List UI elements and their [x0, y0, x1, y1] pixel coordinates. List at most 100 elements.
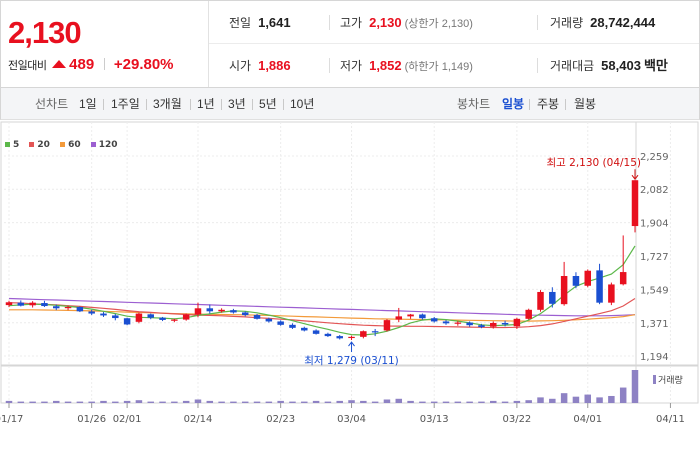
period-10y[interactable]: 10년	[290, 97, 315, 111]
stat-value: 1,852	[369, 58, 402, 73]
volume-bar	[218, 401, 225, 403]
divider	[537, 15, 538, 30]
legend-ma120: 120	[90, 140, 118, 150]
candle-body	[29, 302, 36, 306]
x-tick-label: 01/17	[0, 414, 23, 425]
candle-body	[324, 333, 332, 337]
candle-body	[88, 311, 95, 314]
divider	[283, 99, 284, 110]
candle-body	[360, 331, 367, 337]
legend-swatch	[90, 142, 96, 147]
candle-body	[194, 308, 202, 315]
quote-header: 2,130 전일대비 489 +29.80% 전일 1,641 고가 2,130 (상…	[0, 0, 700, 88]
stat-label: 시가	[229, 59, 252, 73]
low-annotation: 최저 1,279 (03/11)	[304, 355, 399, 367]
volume-bar	[206, 400, 214, 403]
candle-body	[64, 306, 72, 309]
y-tick-label: 1,549	[640, 285, 669, 296]
candle-body	[147, 314, 154, 318]
legend-ma20: 20	[29, 140, 50, 150]
legend-label: 20	[37, 140, 50, 150]
volume-bar	[478, 401, 485, 403]
candle-body	[289, 324, 296, 328]
candle-body	[407, 314, 414, 317]
volume-bar	[277, 400, 284, 403]
volume-legend: 거래량	[653, 373, 683, 386]
legend-swatch	[60, 142, 66, 147]
stat-label: 거래량	[550, 16, 584, 30]
candle-body	[430, 318, 438, 322]
ma5-line	[8, 245, 636, 336]
volume-bar	[88, 401, 95, 403]
stat-trade-value: 거래대금 58,403 백만	[550, 44, 668, 87]
candle-body	[336, 336, 343, 339]
candle-monthly[interactable]: 월봉	[574, 97, 597, 111]
stat-value: 58,403	[601, 58, 641, 73]
volume-bar	[230, 401, 237, 403]
period-1d[interactable]: 1일	[79, 97, 97, 111]
divider	[537, 58, 538, 73]
volume-bar	[336, 400, 343, 403]
candle-body	[549, 291, 556, 304]
candle-body	[123, 318, 131, 325]
stat-label: 저가	[340, 59, 363, 73]
y-tick-label: 2,259	[640, 152, 669, 163]
candle-body	[277, 321, 284, 325]
volume-bar	[64, 401, 72, 403]
candle-body	[265, 318, 273, 322]
candle-body	[348, 336, 355, 339]
stat-value: 1,641	[258, 15, 291, 30]
legend-swatch	[29, 142, 35, 147]
candle-weekly[interactable]: 주봉	[537, 97, 560, 111]
volume-bar	[123, 400, 131, 403]
ma20-line	[8, 297, 636, 329]
candle-daily[interactable]: 일봉	[502, 97, 525, 111]
volume-bar	[348, 400, 355, 403]
high-annotation: 최고 2,130 (04/15)	[546, 157, 641, 169]
candle-body	[584, 270, 592, 286]
candle-body	[478, 325, 485, 328]
price-panel-frame	[0, 121, 699, 366]
volume-bar	[442, 401, 450, 403]
period-5y[interactable]: 5년	[259, 97, 277, 111]
period-toolbar: 선차트 1일 1주일 3개월 1년 3년 5년 10년 봉차트 일봉 주봉 월봉	[0, 88, 700, 120]
x-tick-label: 02/01	[113, 414, 142, 425]
candle-body	[419, 314, 426, 319]
period-1y[interactable]: 1년	[197, 97, 215, 111]
period-3y[interactable]: 3년	[228, 97, 246, 111]
volume-bar	[466, 401, 473, 403]
divider	[103, 99, 104, 110]
x-tick-label: 03/04	[337, 414, 366, 425]
stat-high: 고가 2,130 (상한가 2,130)	[340, 1, 473, 44]
candle-body	[5, 302, 13, 306]
volume-bar	[182, 400, 190, 403]
candle-body	[171, 319, 178, 321]
candle-body	[230, 310, 237, 313]
candle-body	[253, 315, 261, 319]
volume-bar	[383, 399, 391, 403]
candle-body	[52, 306, 60, 309]
volume-bar	[360, 400, 367, 403]
divider	[329, 58, 330, 73]
divider	[252, 99, 253, 110]
volume-bar	[525, 400, 532, 403]
candle-body	[631, 180, 639, 227]
candle-body	[560, 276, 568, 305]
period-1w[interactable]: 1주일	[111, 97, 140, 111]
stat-unit: 백만	[643, 58, 668, 73]
divider	[329, 15, 330, 30]
volume-bar	[265, 401, 273, 403]
line-chart-label: 선차트	[35, 97, 69, 111]
period-3m[interactable]: 3개월	[153, 97, 182, 111]
volume-bar	[572, 396, 580, 403]
volume-bar	[147, 401, 154, 403]
divider	[529, 99, 530, 110]
ma60-line	[9, 309, 636, 322]
volume-bar	[76, 401, 84, 403]
stat-value: 1,886	[258, 58, 291, 73]
volume-bar	[608, 395, 615, 403]
candle-body	[17, 302, 25, 306]
candle-body	[513, 318, 521, 327]
stat-low: 저가 1,852 (하한가 1,149)	[340, 44, 473, 87]
